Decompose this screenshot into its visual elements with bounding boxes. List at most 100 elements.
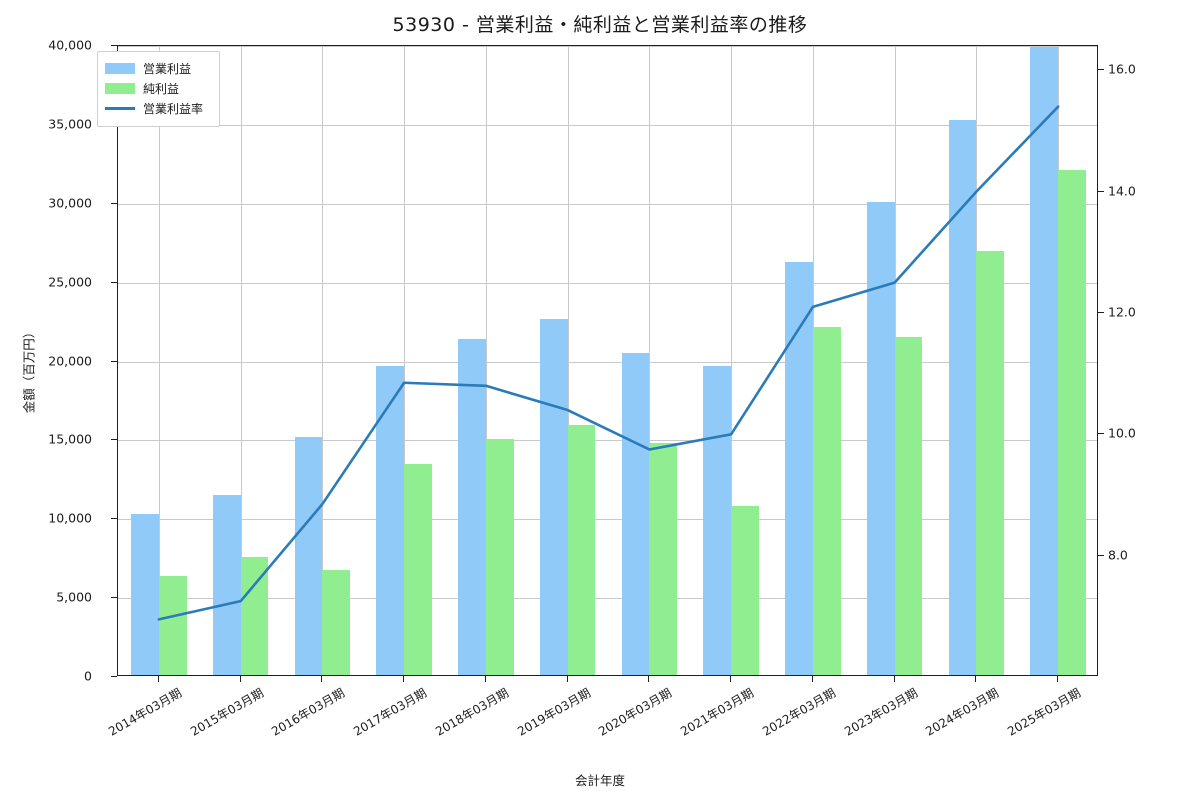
bar-operating-profit (948, 119, 977, 675)
legend-item: 純利益 (105, 78, 212, 98)
bar-net-profit (485, 439, 514, 675)
gridline-vertical (322, 46, 324, 675)
y-axis-left-tick-label: 10,000 (48, 510, 92, 526)
legend-item: 営業利益率 (105, 98, 212, 118)
gridline-horizontal (118, 46, 1097, 47)
x-axis-tick-mark (403, 676, 405, 682)
x-axis-label: 会計年度 (574, 773, 625, 788)
y-axis-right-tick-label: 10.0 (1108, 425, 1136, 441)
y-axis-right-tick-mark (1098, 69, 1104, 71)
y-axis-left-tick-mark (111, 597, 117, 599)
x-axis-tick-mark (1057, 676, 1059, 682)
gridline-horizontal (118, 361, 1097, 363)
y-axis-left-tick-mark (111, 518, 117, 520)
x-axis-tick-label: 2023年03月期 (841, 685, 920, 739)
chart-legend: 営業利益 純利益 営業利益率 (97, 51, 220, 127)
bar-net-profit (158, 575, 187, 675)
bar-net-profit (240, 556, 269, 675)
bar-operating-profit (621, 353, 650, 675)
y-axis-left-tick-label: 30,000 (48, 195, 92, 211)
bar-net-profit (1058, 170, 1086, 675)
x-axis-tick-label: 2022年03月期 (760, 685, 838, 739)
bar-net-profit (731, 506, 759, 675)
y-axis-right-tick-mark (1098, 311, 1104, 314)
x-axis-tick-mark (157, 676, 159, 682)
bar-operating-profit (703, 365, 732, 675)
gridline-vertical (485, 46, 487, 675)
gridline-horizontal (118, 203, 1097, 205)
bar-net-profit (649, 443, 678, 675)
gridline-horizontal (118, 282, 1097, 284)
chart-title: 53930 - 営業利益・純利益と営業利益率の推移 (392, 14, 808, 36)
gridline-horizontal (118, 519, 1097, 521)
gridline-vertical (158, 46, 160, 675)
y-axis-left-tick-label: 35,000 (48, 116, 92, 132)
x-axis-tick-mark (566, 676, 568, 682)
gridline-horizontal (118, 440, 1097, 442)
legend-item: 営業利益 (105, 58, 212, 78)
legend-label: 純利益 (143, 81, 180, 96)
gridline-horizontal (118, 598, 1097, 600)
y-axis-left-tick-mark (111, 281, 117, 283)
x-axis-tick-label: 2020年03月期 (596, 685, 675, 739)
x-axis-tick-mark (975, 676, 977, 682)
legend-label: 営業利益 (143, 61, 192, 76)
line-series-layer (157, 105, 1060, 621)
bar-operating-profit (866, 201, 895, 675)
y-axis-right-tick-label: 12.0 (1108, 304, 1136, 320)
gridline-horizontal (118, 124, 1097, 126)
legend-line-operating-margin-icon (105, 106, 135, 110)
y-axis-right-tick-mark (1098, 190, 1104, 192)
bar-operating-profit (458, 339, 486, 675)
x-axis-tick-label: 2018年03月期 (433, 685, 511, 739)
x-axis-tick-mark (484, 676, 486, 682)
x-axis-tick-mark (321, 676, 323, 682)
y-axis-left-tick-label: 5,000 (56, 589, 92, 605)
y-axis-right-tick-label: 8.0 (1108, 547, 1128, 563)
x-axis-tick-label: 2015年03月期 (187, 685, 266, 739)
x-axis-tick-label: 2017年03月期 (351, 685, 430, 739)
y-axis-left-tick-mark (111, 439, 117, 441)
x-axis-tick-label: 2024年03月期 (923, 685, 1002, 739)
gridline-vertical (649, 46, 651, 675)
legend-swatch-operating-profit-icon (105, 62, 135, 74)
y-axis-right-tick-mark (1098, 554, 1104, 556)
y-axis-right-tick-mark (1098, 433, 1104, 435)
bar-net-profit (404, 463, 432, 675)
gridline-vertical (567, 46, 569, 675)
y-axis-right-tick-label: 16.0 (1108, 61, 1136, 77)
x-axis-tick-mark (730, 676, 732, 682)
y-axis-left-tick-mark (111, 360, 117, 362)
bar-net-profit (894, 337, 923, 675)
y-axis-left-tick-label: 0 (84, 668, 92, 684)
x-axis-tick-mark (648, 676, 650, 682)
x-axis-tick-label: 2016年03月期 (269, 685, 348, 739)
gridline-vertical (240, 46, 242, 675)
bar-net-profit (812, 327, 841, 675)
bar-operating-profit (539, 318, 568, 675)
legend-label: 営業利益率 (143, 101, 204, 116)
gridline-vertical (404, 46, 406, 675)
bar-operating-profit (131, 514, 159, 675)
y-axis-left-tick-label: 20,000 (48, 353, 92, 368)
bar-operating-profit (1030, 47, 1059, 675)
x-axis-tick-mark (893, 676, 895, 682)
x-axis-tick-mark (811, 676, 813, 682)
y-axis-left-tick-mark (111, 45, 117, 47)
y-axis-left-tick-label: 25,000 (48, 274, 92, 290)
x-axis-tick-label: 2025年03月期 (1005, 685, 1084, 739)
y-axis-right-tick-label: 14.0 (1108, 183, 1136, 199)
y-axis-left-tick-label: 40,000 (48, 37, 92, 53)
bar-net-profit (322, 570, 351, 675)
bar-operating-profit (294, 436, 323, 675)
x-axis-tick-label: 2019年03月期 (514, 685, 593, 739)
line-operating-margin (157, 105, 1060, 621)
legend-swatch-net-profit-icon (105, 82, 135, 94)
bar-operating-profit (212, 495, 241, 675)
bar-net-profit (567, 424, 596, 675)
x-axis-tick-label: 2014年03月期 (106, 685, 184, 739)
y-axis-left-tick-mark (111, 202, 117, 204)
y-axis-left-tick-label: 15,000 (48, 431, 92, 447)
x-axis-tick-mark (239, 676, 241, 682)
